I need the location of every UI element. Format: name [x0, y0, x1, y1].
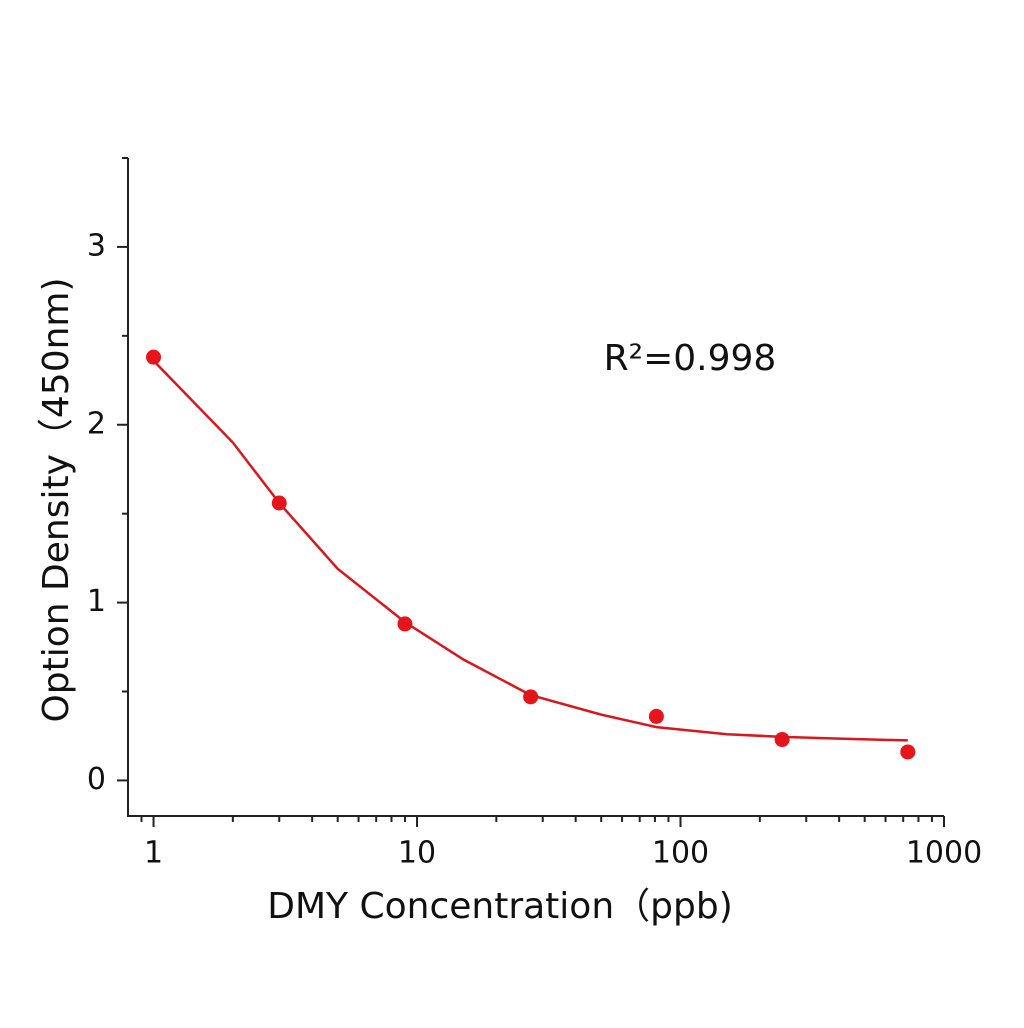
- fit-curve: [152, 359, 908, 742]
- y-tick-label: 1: [87, 584, 106, 619]
- x-tick-label: 1: [144, 836, 163, 871]
- data-point: [648, 708, 664, 724]
- data-point: [774, 732, 790, 748]
- annotation: R²=0.998: [604, 338, 777, 379]
- y-tick-label: 3: [87, 228, 106, 263]
- x-tick-label: 100: [652, 836, 709, 871]
- data-point: [900, 744, 916, 760]
- x-axis-label: DMY Concentration（ppb): [267, 886, 733, 927]
- y-tick-label: 0: [87, 762, 106, 797]
- x-tick-label: 1000: [906, 836, 982, 871]
- x-tick-label: 10: [398, 836, 436, 871]
- y-tick-label: 2: [87, 406, 106, 441]
- data-point: [146, 349, 162, 365]
- y-axis-label: Option Density（450nm): [36, 277, 77, 722]
